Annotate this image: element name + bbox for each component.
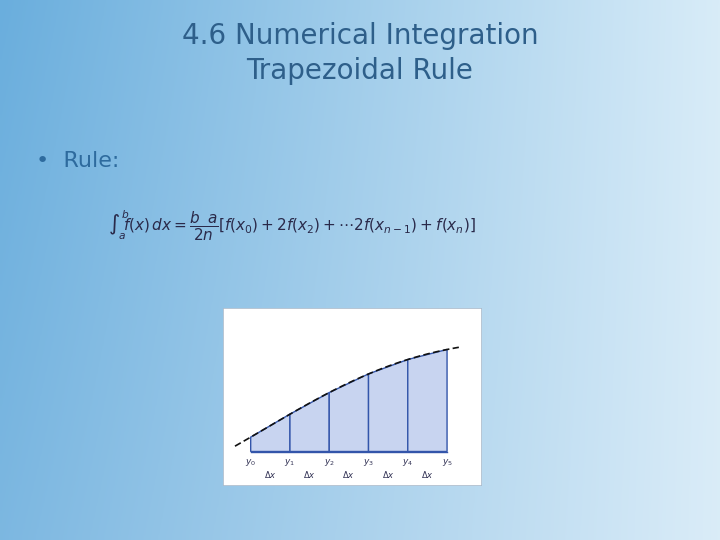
Text: $y_3$: $y_3$ bbox=[363, 457, 374, 468]
Text: $y_5$: $y_5$ bbox=[441, 457, 453, 468]
Polygon shape bbox=[251, 414, 290, 451]
Text: $\Delta x$: $\Delta x$ bbox=[421, 469, 433, 480]
Text: $\Delta x$: $\Delta x$ bbox=[382, 469, 395, 480]
Polygon shape bbox=[290, 393, 329, 451]
Text: 4.6 Numerical Integration
Trapezoidal Rule: 4.6 Numerical Integration Trapezoidal Ru… bbox=[181, 22, 539, 85]
Text: •  Rule:: • Rule: bbox=[36, 151, 120, 171]
Text: $y_2$: $y_2$ bbox=[324, 457, 335, 468]
Text: $y_1$: $y_1$ bbox=[284, 457, 295, 468]
Text: $y_0$: $y_0$ bbox=[245, 457, 256, 468]
Text: $\int_{a}^{b} \!\! f(x)\,dx = \dfrac{b \;\; a}{2n}\left[f(x_0) + 2f(x_2) + \cdot: $\int_{a}^{b} \!\! f(x)\,dx = \dfrac{b \… bbox=[108, 208, 476, 242]
Text: $\Delta x$: $\Delta x$ bbox=[303, 469, 316, 480]
Polygon shape bbox=[369, 360, 408, 451]
Text: $y_4$: $y_4$ bbox=[402, 457, 413, 468]
Polygon shape bbox=[408, 349, 447, 451]
Text: $\Delta x$: $\Delta x$ bbox=[264, 469, 276, 480]
Text: $\Delta x$: $\Delta x$ bbox=[343, 469, 355, 480]
Polygon shape bbox=[329, 374, 369, 451]
